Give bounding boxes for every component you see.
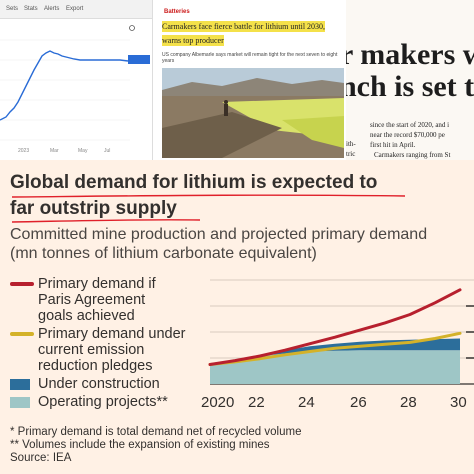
- x-tick-label: 24: [298, 394, 315, 411]
- newspaper-body-line: near the record $70,000 pe: [370, 131, 445, 139]
- stock-price-chart: 2023 Mar May Jul: [0, 25, 150, 154]
- x-tick-label: 28: [400, 394, 417, 411]
- chart-subtitle-line1: Committed mine production and projected …: [10, 226, 428, 243]
- newspaper-body-line: since the start of 2020, and i: [370, 121, 450, 129]
- newspaper-body-line: Carmakers ranging from St: [374, 151, 451, 159]
- section-label[interactable]: Batteries: [164, 9, 190, 15]
- right-tick-marks: [466, 305, 474, 359]
- newspaper-body-line: first hit in April.: [370, 141, 416, 149]
- newspaper-headline-line2: nch is set to: [346, 70, 474, 103]
- x-tick-label: 2020: [201, 394, 235, 411]
- x-tick-label: 26: [350, 394, 367, 411]
- newspaper-headline-line1: r makers wa: [346, 38, 474, 71]
- chart-subtitle-line2: (mn tonnes of lithium carbonate equivale…: [10, 245, 317, 262]
- chart-plot-area: [208, 279, 474, 385]
- legend-swatch-paris: [10, 282, 34, 286]
- price-badge: [128, 55, 150, 64]
- tab-stats[interactable]: Stats: [24, 6, 38, 12]
- chart-footnote-2: ** Volumes include the expansion of exis…: [10, 439, 270, 451]
- title-underline-mark: [11, 194, 406, 223]
- stock-toolbar: Sets Stats Alerts Export: [0, 0, 152, 19]
- chart-footnote-1: * Primary demand is total demand net of …: [10, 426, 302, 438]
- ft-lithium-chart: Global demand for lithium is expected to…: [0, 160, 474, 474]
- article-headline[interactable]: Carmakers face fierce battle for lithium…: [162, 21, 326, 46]
- newspaper-clipping: r makers wa nch is set to since the star…: [346, 0, 474, 160]
- tab-export[interactable]: Export: [66, 6, 84, 12]
- settings-icon[interactable]: [129, 25, 135, 31]
- lithium-mine-photo: [162, 68, 344, 158]
- x-tick-label: 22: [248, 394, 265, 411]
- legend-label-current-line2: current emission: [38, 342, 145, 358]
- x-label: Mar: [50, 148, 59, 154]
- chart-title-line2: far outstrip supply: [10, 198, 177, 219]
- tab-sets[interactable]: Sets: [6, 6, 19, 12]
- legend-swatch-current: [10, 332, 34, 336]
- chart-source: Source: IEA: [10, 452, 72, 464]
- x-label: Jul: [104, 148, 110, 154]
- tab-alerts[interactable]: Alerts: [44, 6, 60, 12]
- newspaper-side-line: tric: [346, 150, 356, 158]
- legend-label-construction: Under construction: [38, 376, 160, 392]
- stock-chart-screenshot: Sets Stats Alerts Export 2023 Mar May Ju…: [0, 0, 153, 160]
- stock-price-line: [0, 50, 129, 121]
- legend-swatch-operating: [10, 397, 30, 408]
- x-label: 2023: [18, 148, 29, 154]
- x-tick-label: 30: [450, 394, 467, 411]
- news-article-card[interactable]: Batteries Carmakers face fierce battle f…: [156, 0, 346, 160]
- legend-label-operating: Operating projects**: [38, 394, 168, 410]
- legend-label-paris-line1: Primary demand if: [38, 276, 156, 292]
- legend-label-current-line3: reduction pledges: [38, 358, 153, 374]
- line-paris-agreement: [208, 288, 462, 366]
- area-operating-projects: [210, 350, 460, 384]
- newspaper-side-line: ith-: [346, 140, 356, 148]
- article-subhead: US company Albemarle says market will re…: [162, 52, 338, 64]
- legend-label-paris-line2: Paris Agreement: [38, 292, 146, 308]
- legend-label-current-line1: Primary demand under: [38, 326, 186, 342]
- line-current-pledges: [208, 331, 462, 366]
- x-label: May: [78, 148, 88, 154]
- area-under-construction: [210, 338, 460, 365]
- chart-title-line1: Global demand for lithium is expected to: [10, 172, 378, 193]
- legend-swatch-construction: [10, 379, 30, 390]
- legend-label-paris-line3: goals achieved: [38, 308, 135, 324]
